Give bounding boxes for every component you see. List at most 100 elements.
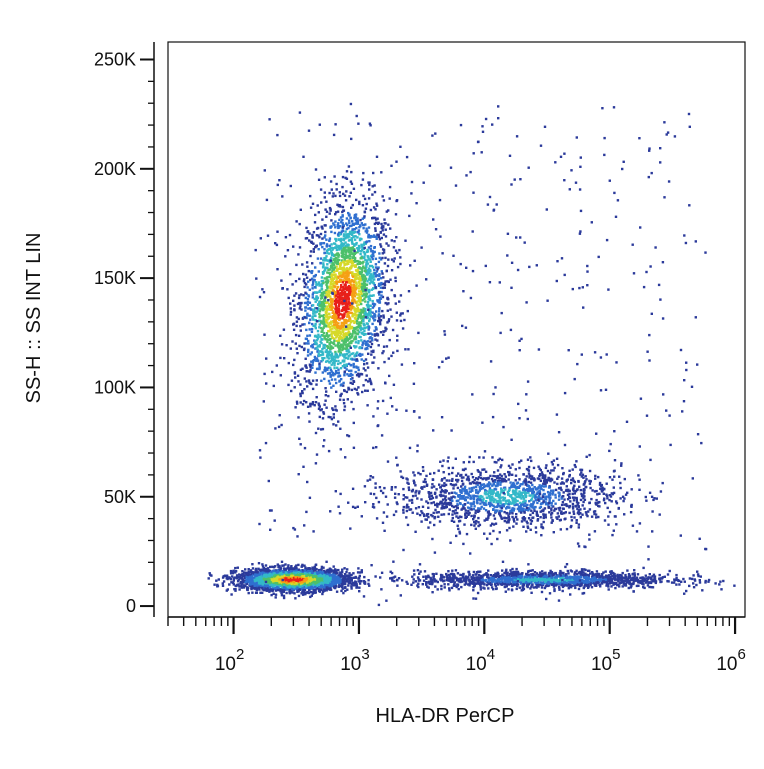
event-dot <box>330 332 333 336</box>
event-dot <box>356 329 359 332</box>
event-dot <box>314 588 317 591</box>
event-dot <box>388 185 392 189</box>
event-dot <box>335 294 338 297</box>
event-dot <box>360 257 363 260</box>
event-dot <box>320 569 323 572</box>
event-dot <box>333 339 336 343</box>
event-dot <box>358 271 362 275</box>
event-dot <box>345 227 349 231</box>
event-dot <box>369 332 372 335</box>
event-dot <box>342 242 346 245</box>
event-dot <box>336 366 339 369</box>
event-dot <box>252 572 255 575</box>
event-dot <box>378 299 381 302</box>
event-dot <box>312 312 315 315</box>
event-dot <box>316 337 320 340</box>
event-dot <box>231 575 234 578</box>
event-dot <box>330 370 333 373</box>
event-dot <box>330 305 334 308</box>
event-dot <box>339 351 342 354</box>
event-dot <box>393 240 396 243</box>
event-dot <box>335 265 338 268</box>
event-dot <box>371 217 374 220</box>
event-dot <box>318 415 321 419</box>
event-dot <box>337 238 341 241</box>
event-dot <box>325 390 328 393</box>
event-dot <box>333 302 337 306</box>
event-dot <box>287 576 290 579</box>
event-dot <box>384 228 387 231</box>
event-dot <box>309 307 312 310</box>
event-dot <box>333 296 337 299</box>
event-dot <box>366 340 369 343</box>
event-dot <box>365 304 369 307</box>
event-dot <box>230 593 233 596</box>
event-dot <box>330 282 334 285</box>
event-dot <box>371 235 374 238</box>
event-dot <box>345 222 348 225</box>
event-dot <box>324 399 327 402</box>
event-dot <box>308 334 312 337</box>
event-dot <box>325 313 329 317</box>
event-dot <box>339 394 342 398</box>
event-dot <box>363 275 367 278</box>
event-dot <box>331 407 334 410</box>
event-dot <box>354 575 357 579</box>
event-dot <box>375 204 379 207</box>
event-dot <box>327 325 330 328</box>
event-dot <box>341 274 345 278</box>
event-dot <box>241 582 244 585</box>
event-dot <box>390 315 393 318</box>
event-dot <box>369 236 372 239</box>
event-dot <box>359 321 363 325</box>
event-dot <box>339 579 343 583</box>
event-dot <box>330 279 334 283</box>
event-dot <box>320 201 323 204</box>
event-dot <box>382 350 385 353</box>
event-dot <box>323 343 327 347</box>
event-dot <box>342 266 346 269</box>
event-dot <box>316 345 319 348</box>
event-dot <box>368 183 371 187</box>
event-dot <box>320 379 323 382</box>
event-dot <box>369 247 372 251</box>
event-dot <box>339 275 343 278</box>
event-dot <box>348 221 351 225</box>
event-dot <box>334 581 338 585</box>
event-dot <box>347 327 351 330</box>
event-dot <box>342 279 345 282</box>
event-dot <box>311 403 314 406</box>
event-dot <box>265 575 268 578</box>
event-dot <box>307 591 311 595</box>
event-dot <box>351 373 354 377</box>
event-dot <box>366 322 369 326</box>
event-dot <box>283 569 286 572</box>
event-dot <box>350 336 353 339</box>
event-dot <box>379 286 383 289</box>
event-dot <box>395 319 399 322</box>
event-dot <box>324 230 327 234</box>
event-dot <box>378 307 381 311</box>
event-dot <box>319 308 322 311</box>
event-dot <box>353 228 356 231</box>
event-dot <box>350 299 354 302</box>
event-dot <box>311 346 314 349</box>
event-dot <box>322 566 325 569</box>
event-dot <box>274 577 277 581</box>
event-dot <box>302 465 305 468</box>
event-dot <box>322 264 325 267</box>
event-dot <box>372 275 375 279</box>
event-dot <box>312 566 315 570</box>
event-dot <box>298 437 301 440</box>
event-dot <box>355 366 358 369</box>
event-dot <box>319 340 322 343</box>
event-dot <box>336 328 339 331</box>
event-dot <box>374 218 378 221</box>
event-dot <box>352 283 355 287</box>
event-dot <box>360 292 363 295</box>
event-dot <box>234 570 238 573</box>
event-dot <box>363 312 366 315</box>
event-dot <box>210 574 213 577</box>
event-dot <box>337 232 340 235</box>
